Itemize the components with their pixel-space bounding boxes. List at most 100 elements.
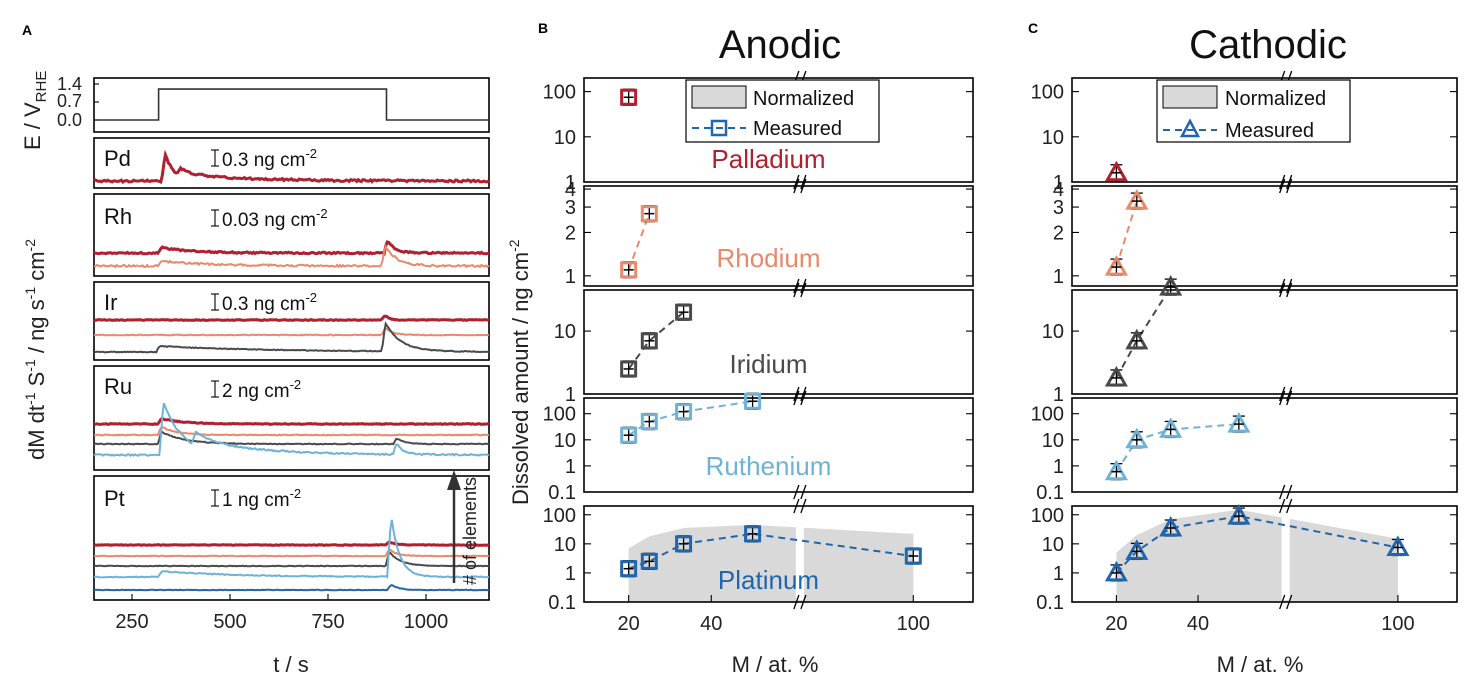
data-point-ir — [620, 360, 638, 378]
elements-arrow-label: # of elements — [460, 477, 480, 585]
break-mark — [1279, 484, 1286, 500]
panel-a-xlabel: t / s — [273, 652, 308, 677]
panel-b-xlabel: M / at. % — [732, 652, 819, 677]
data-point-ir — [675, 303, 693, 321]
trace-frame-pt — [93, 475, 490, 601]
ytick-label: 100 — [543, 404, 576, 426]
data-point-ru — [675, 403, 693, 421]
break-mark — [793, 390, 800, 406]
svg-text:1 ng cm-2: 1 ng cm-2 — [222, 486, 301, 511]
data-point-ir — [1104, 365, 1128, 387]
break-mark — [1286, 484, 1293, 500]
data-point-ru — [1159, 417, 1183, 438]
ytick-label: 4 — [1053, 179, 1064, 201]
data-point-pd — [1104, 160, 1128, 182]
metal-label-ru: Ruthenium — [706, 451, 832, 481]
break-mark — [800, 282, 807, 298]
axis-break-gap — [1281, 508, 1290, 600]
data-point-ir — [1125, 328, 1149, 350]
data-point-pt — [904, 547, 922, 565]
data-point-ru — [640, 413, 658, 431]
data-point-pt — [744, 525, 762, 543]
trace-frame-pd — [93, 137, 490, 189]
break-mark — [793, 484, 800, 500]
svg-text:2 ng cm-2: 2 ng cm-2 — [222, 377, 301, 402]
axis-break-gap — [795, 508, 804, 600]
subplot-frame-ru — [1071, 397, 1458, 493]
break-mark — [1286, 594, 1293, 610]
trace-ru-pd — [94, 416, 490, 426]
trace-ru-ir — [93, 430, 490, 446]
break-mark — [800, 594, 807, 610]
scale-bar-pd: 0.3 ng cm-2 — [211, 146, 317, 171]
panel-letter-a: A — [22, 22, 32, 38]
series-line-ru — [628, 400, 753, 437]
series-line-ir — [1115, 286, 1172, 379]
trace-ir-rh — [93, 327, 490, 337]
xtick-label: 20 — [1105, 613, 1127, 635]
break-mark — [793, 498, 800, 514]
ytick-label: 3 — [565, 197, 576, 219]
series-line-rh — [627, 213, 651, 271]
ytick-label: 1 — [1053, 384, 1064, 406]
scale-bar-pt: 1 ng cm-2 — [211, 486, 301, 511]
break-mark — [1286, 498, 1293, 514]
series-line-ir — [627, 311, 685, 370]
panel-b-title: Anodic — [719, 23, 841, 67]
data-point-pt — [1386, 535, 1410, 556]
metal-label-ir: Iridium — [729, 349, 807, 379]
panel-letter-b: B — [538, 20, 548, 36]
break-mark — [800, 390, 807, 406]
legend-normalized-swatch — [1162, 85, 1218, 109]
break-mark — [793, 282, 800, 298]
panel-b-ylabel: Dissolved amount / ng cm-2 — [506, 239, 533, 505]
panel-letter-c: C — [1028, 20, 1038, 36]
break-mark — [1286, 390, 1293, 406]
xtick-label: 40 — [1187, 613, 1209, 635]
trace-pt-pd — [93, 540, 490, 547]
legend-measured-label: Measured — [753, 118, 842, 140]
subplot-frame-pd — [1071, 77, 1458, 183]
trace-label-rh: Rh — [104, 204, 132, 229]
xtick-1000: 1000 — [404, 611, 449, 633]
data-point-ru — [1227, 412, 1251, 433]
data-point-ru — [1125, 427, 1149, 449]
svg-text:0.3 ng cm-2: 0.3 ng cm-2 — [222, 146, 317, 171]
subplot-frame-rh — [1071, 185, 1458, 287]
trace-label-pt: Pt — [104, 486, 125, 511]
potential-step-line — [94, 88, 489, 121]
ytick-label: 1 — [565, 456, 576, 478]
data-point-pt — [1104, 560, 1128, 582]
ytick-label: 1 — [1053, 266, 1064, 288]
subplot-frame-pd — [583, 77, 974, 183]
data-point-rh — [1104, 255, 1128, 276]
data-point-pt — [1227, 504, 1251, 525]
ytick-label: 10 — [554, 321, 576, 343]
xtick-label: 40 — [700, 613, 722, 635]
ytick-label: 0.1 — [548, 592, 576, 614]
panel-c: Cathodic 10010143211011001010.11001010.1… — [1031, 23, 1458, 677]
ytick-label: 2 — [1053, 222, 1064, 244]
trace-label-ir: Ir — [104, 290, 117, 315]
trace-pt-rh — [93, 548, 490, 558]
legend-measured-marker — [1179, 118, 1201, 138]
trace-ru-ru — [93, 402, 490, 458]
ytick-label: 100 — [543, 82, 576, 104]
data-point-ir — [1159, 275, 1183, 296]
svg-text:0.03 ng cm-2: 0.03 ng cm-2 — [222, 206, 328, 231]
break-mark — [1279, 498, 1286, 514]
ytick-label: 10 — [1042, 321, 1064, 343]
ytick-label: 100 — [1031, 404, 1064, 426]
legend-measured-label: Measured — [1225, 120, 1314, 142]
normalized-area — [628, 524, 914, 602]
break-mark — [1279, 282, 1286, 298]
ytick-label: 0.1 — [1036, 592, 1064, 614]
break-mark — [1279, 594, 1286, 610]
potential-ylabel: E / VRHE — [20, 71, 50, 150]
subplot-frame-ir — [1071, 289, 1458, 395]
legend-normalized-label: Normalized — [753, 88, 854, 110]
panel-c-xlabel: M / at. % — [1217, 652, 1304, 677]
elements-arrowhead — [447, 470, 461, 490]
subplot-frame-ir — [583, 289, 974, 395]
